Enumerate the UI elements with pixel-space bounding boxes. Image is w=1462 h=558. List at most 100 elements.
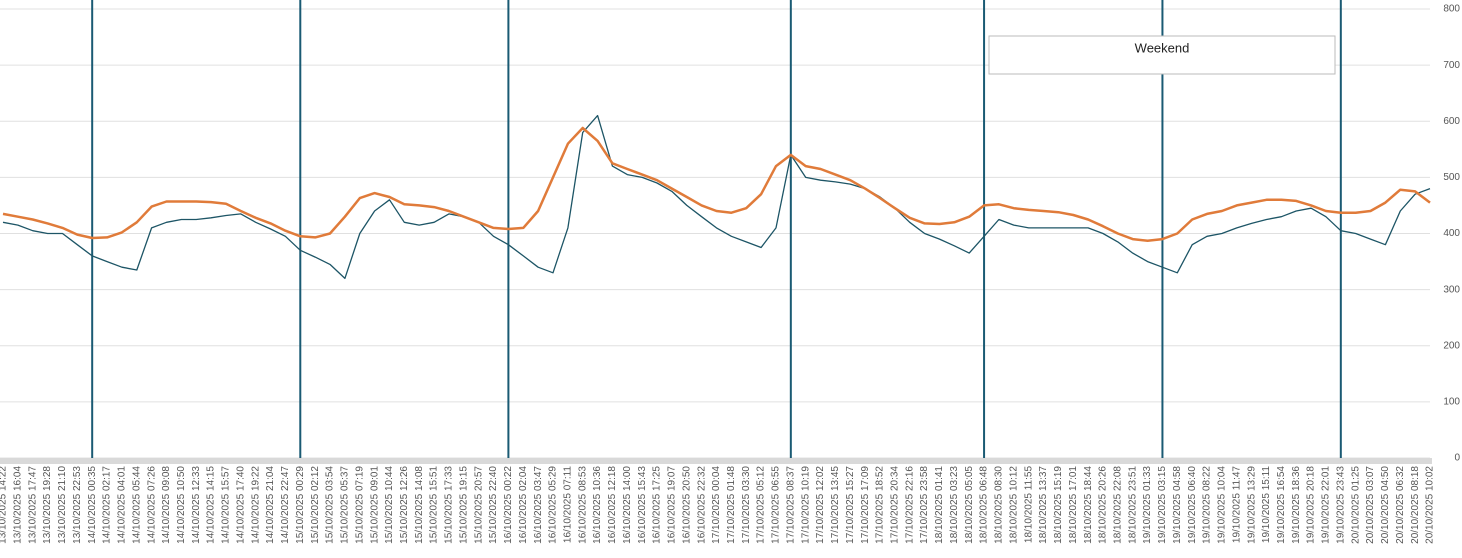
- series-line: [2, 126, 1431, 243]
- y-tick-label: 600: [1443, 116, 1460, 127]
- x-tick-label: 14/10/2025 15:57: [221, 466, 232, 544]
- x-tick-label: 16/10/2025 15:43: [637, 466, 648, 544]
- x-tick-label: 16/10/2025 14:00: [622, 466, 633, 544]
- x-tick-label: 15/10/2025 07:19: [354, 466, 365, 544]
- x-tick-label: 15/10/2025 09:01: [369, 466, 380, 544]
- x-tick-label: 17/10/2025 15:27: [845, 466, 856, 544]
- x-tick-label: 15/10/2025 15:51: [429, 466, 440, 544]
- x-tick-label: 18/10/2025 11:55: [1023, 466, 1034, 544]
- x-tick-label: 15/10/2025 03:54: [325, 466, 336, 544]
- x-tick-label: 16/10/2025 07:11: [562, 466, 573, 544]
- x-tick-label: 17/10/2025 18:52: [875, 466, 886, 544]
- y-tick-label: 700: [1443, 60, 1460, 71]
- x-tick-label: 18/10/2025 05:05: [964, 466, 975, 544]
- x-tick-label: 19/10/2025 16:54: [1276, 466, 1287, 544]
- x-tick-label: 16/10/2025 19:07: [667, 466, 678, 544]
- x-tick-label: 15/10/2025 19:15: [458, 466, 469, 544]
- x-tick-label: 17/10/2025 13:45: [830, 466, 841, 544]
- x-tick-label: 18/10/2025 18:44: [1083, 466, 1094, 544]
- x-tick-label: 16/10/2025 17:25: [652, 466, 663, 544]
- x-tick-label: 19/10/2025 20:18: [1306, 466, 1317, 544]
- x-tick-label: 18/10/2025 15:19: [1053, 466, 1064, 544]
- x-tick-label: 15/10/2025 12:26: [399, 466, 410, 544]
- x-tick-label: 19/10/2025 23:43: [1335, 466, 1346, 544]
- x-tick-label: 19/10/2025 11:47: [1231, 466, 1242, 544]
- x-tick-label: 14/10/2025 21:04: [265, 466, 276, 544]
- x-tick-label: 20/10/2025 08:18: [1410, 466, 1421, 544]
- x-tick-label: 19/10/2025 10:04: [1217, 466, 1228, 544]
- x-tick-label: 15/10/2025 00:29: [295, 466, 306, 544]
- x-tick-label: 15/10/2025 22:40: [488, 466, 499, 544]
- x-tick-label: 19/10/2025 13:29: [1246, 466, 1257, 544]
- x-tick-label: 17/10/2025 05:12: [756, 466, 767, 544]
- x-tick-label: 14/10/2025 07:26: [146, 466, 157, 544]
- x-tick-label: 18/10/2025 22:08: [1112, 466, 1123, 544]
- x-tick-label: 13/10/2025 19:28: [42, 466, 53, 544]
- x-tick-label: 17/10/2025 23:58: [919, 466, 930, 544]
- x-tick-label: 16/10/2025 20:50: [681, 466, 692, 544]
- x-tick-label: 17/10/2025 12:02: [815, 466, 826, 544]
- x-axis: [0, 458, 1432, 464]
- x-tick-label: 14/10/2025 09:08: [161, 466, 172, 544]
- x-tick-label: 19/10/2025 08:22: [1202, 466, 1213, 544]
- x-tick-label: 18/10/2025 01:41: [934, 466, 945, 544]
- x-tick-label: 16/10/2025 00:22: [503, 466, 514, 544]
- y-tick-label: 800: [1443, 4, 1460, 15]
- x-tick-label: 18/10/2025 23:51: [1127, 466, 1138, 544]
- x-tick-label: 17/10/2025 01:48: [726, 466, 737, 544]
- x-tick-label: 14/10/2025 00:35: [87, 466, 98, 544]
- x-tick-label: 15/10/2025 14:08: [414, 466, 425, 544]
- x-tick-label: 16/10/2025 03:47: [533, 466, 544, 544]
- annotation: Weekend: [1135, 40, 1190, 55]
- x-tick-label: 13/10/2025 17:47: [27, 466, 38, 544]
- x-tick-label: 13/10/2025 22:53: [72, 466, 83, 544]
- x-tick-label: 13/10/2025 16:04: [13, 466, 24, 544]
- x-tick-label: 18/10/2025 10:12: [1008, 466, 1019, 544]
- x-tick-label: 16/10/2025 22:32: [696, 466, 707, 544]
- x-tick-label: 14/10/2025 22:47: [280, 466, 291, 544]
- series-line: [2, 114, 1431, 280]
- annotation-box: [988, 35, 1336, 75]
- y-tick-label: 100: [1443, 397, 1460, 408]
- x-tick-label: 15/10/2025 17:33: [444, 466, 455, 544]
- x-tick-label: 19/10/2025 06:40: [1187, 466, 1198, 544]
- x-tick-label: 17/10/2025 17:09: [860, 466, 871, 544]
- x-tick-label: 15/10/2025 20:57: [473, 466, 484, 544]
- x-tick-label: 18/10/2025 13:37: [1038, 466, 1049, 544]
- x-tick-label: 13/10/2025 21:10: [57, 466, 68, 544]
- x-tick-label: 15/10/2025 02:12: [310, 466, 321, 544]
- x-tick-label: 20/10/2025 01:25: [1350, 466, 1361, 544]
- x-tick-label: 14/10/2025 17:40: [235, 466, 246, 544]
- x-tick-label: 16/10/2025 05:29: [548, 466, 559, 544]
- x-tick-label: 15/10/2025 10:44: [384, 466, 395, 544]
- x-tick-label: 18/10/2025 08:30: [994, 466, 1005, 544]
- x-tick-label: 17/10/2025 03:30: [741, 466, 752, 544]
- x-tick-label: 17/10/2025 00:04: [711, 466, 722, 544]
- x-tick-label: 19/10/2025 04:58: [1172, 466, 1183, 544]
- x-tick-label: 17/10/2025 22:16: [904, 466, 915, 544]
- x-tick-label: 14/10/2025 02:17: [102, 466, 113, 544]
- x-tick-label: 19/10/2025 03:15: [1157, 466, 1168, 544]
- x-tick-label: 19/10/2025 22:01: [1321, 466, 1332, 544]
- y-tick-label: 500: [1443, 172, 1460, 183]
- x-tick-label: 14/10/2025 04:01: [117, 466, 128, 544]
- x-tick-label: 14/10/2025 19:22: [250, 466, 261, 544]
- x-tick-label: 15/10/2025 05:37: [340, 466, 351, 544]
- x-tick-label: 18/10/2025 20:26: [1098, 466, 1109, 544]
- x-tick-label: 20/10/2025 03:07: [1365, 466, 1376, 544]
- x-tick-label: 18/10/2025 17:01: [1068, 466, 1079, 544]
- x-tick-label: 19/10/2025 18:36: [1291, 466, 1302, 544]
- x-tick-label: 16/10/2025 08:53: [577, 466, 588, 544]
- x-tick-label: 17/10/2025 20:34: [890, 466, 901, 544]
- x-tick-label: 14/10/2025 05:44: [131, 466, 142, 544]
- x-tick-label: 16/10/2025 02:04: [518, 466, 529, 544]
- x-tick-label: 20/10/2025 10:02: [1425, 466, 1436, 544]
- x-tick-label: 19/10/2025 15:11: [1261, 466, 1272, 544]
- x-tick-label: 14/10/2025 14:15: [206, 466, 217, 544]
- y-tick-label: 0: [1454, 453, 1460, 464]
- x-tick-label: 18/10/2025 03:23: [949, 466, 960, 544]
- x-tick-label: 19/10/2025 01:33: [1142, 466, 1153, 544]
- x-tick-label: 20/10/2025 04:50: [1380, 466, 1391, 544]
